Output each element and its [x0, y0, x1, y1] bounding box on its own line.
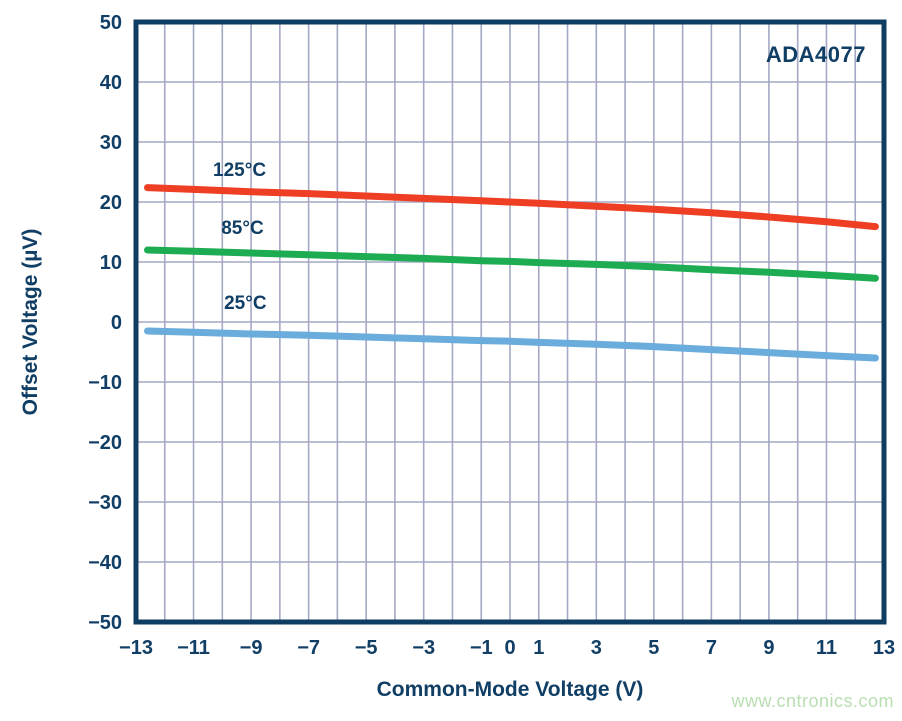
y-tick-label: −10	[88, 372, 122, 394]
x-tick-label: −13	[119, 637, 153, 659]
series-curve-125C	[144, 184, 879, 231]
y-tick-label: 10	[100, 252, 122, 274]
x-tick-label: 5	[648, 637, 659, 659]
y-tick-label: 0	[111, 312, 122, 334]
series-label-125C: 125°C	[213, 160, 266, 181]
x-tick-label: −11	[177, 637, 210, 659]
y-tick-label: −40	[88, 552, 122, 574]
x-tick-label: 3	[591, 637, 602, 659]
y-axis-title: Offset Voltage (µV)	[19, 228, 42, 416]
x-tick-label: −1	[470, 637, 493, 659]
x-tick-label: −3	[412, 637, 435, 659]
y-tick-label: 20	[100, 192, 122, 214]
x-tick-label: 9	[763, 637, 774, 659]
y-tick-label: 30	[100, 132, 122, 154]
series-curve-25C	[144, 327, 879, 362]
x-tick-label: 1	[533, 637, 544, 659]
x-tick-label: 13	[873, 637, 895, 659]
y-tick-label: 40	[100, 72, 122, 94]
plot-border	[133, 19, 887, 625]
y-tick-label: −50	[88, 612, 122, 634]
watermark: www.cntronics.com	[731, 691, 894, 711]
series-label-85C: 85°C	[221, 218, 264, 239]
x-tick-label: 0	[504, 637, 515, 659]
series-curve-85C	[144, 246, 879, 282]
x-tick-label: −5	[355, 637, 378, 659]
y-tick-label: −20	[88, 432, 122, 454]
x-tick-label: 7	[706, 637, 717, 659]
series-label-25C: 25°C	[224, 293, 267, 314]
y-tick-label: −30	[88, 492, 122, 514]
x-tick-label: 11	[816, 637, 837, 659]
x-tick-label: −7	[297, 637, 320, 659]
x-tick-label: −9	[240, 637, 263, 659]
product-label: ADA4077	[765, 42, 866, 67]
x-axis-title: Common-Mode Voltage (V)	[376, 678, 644, 701]
y-tick-label: 50	[100, 12, 122, 34]
